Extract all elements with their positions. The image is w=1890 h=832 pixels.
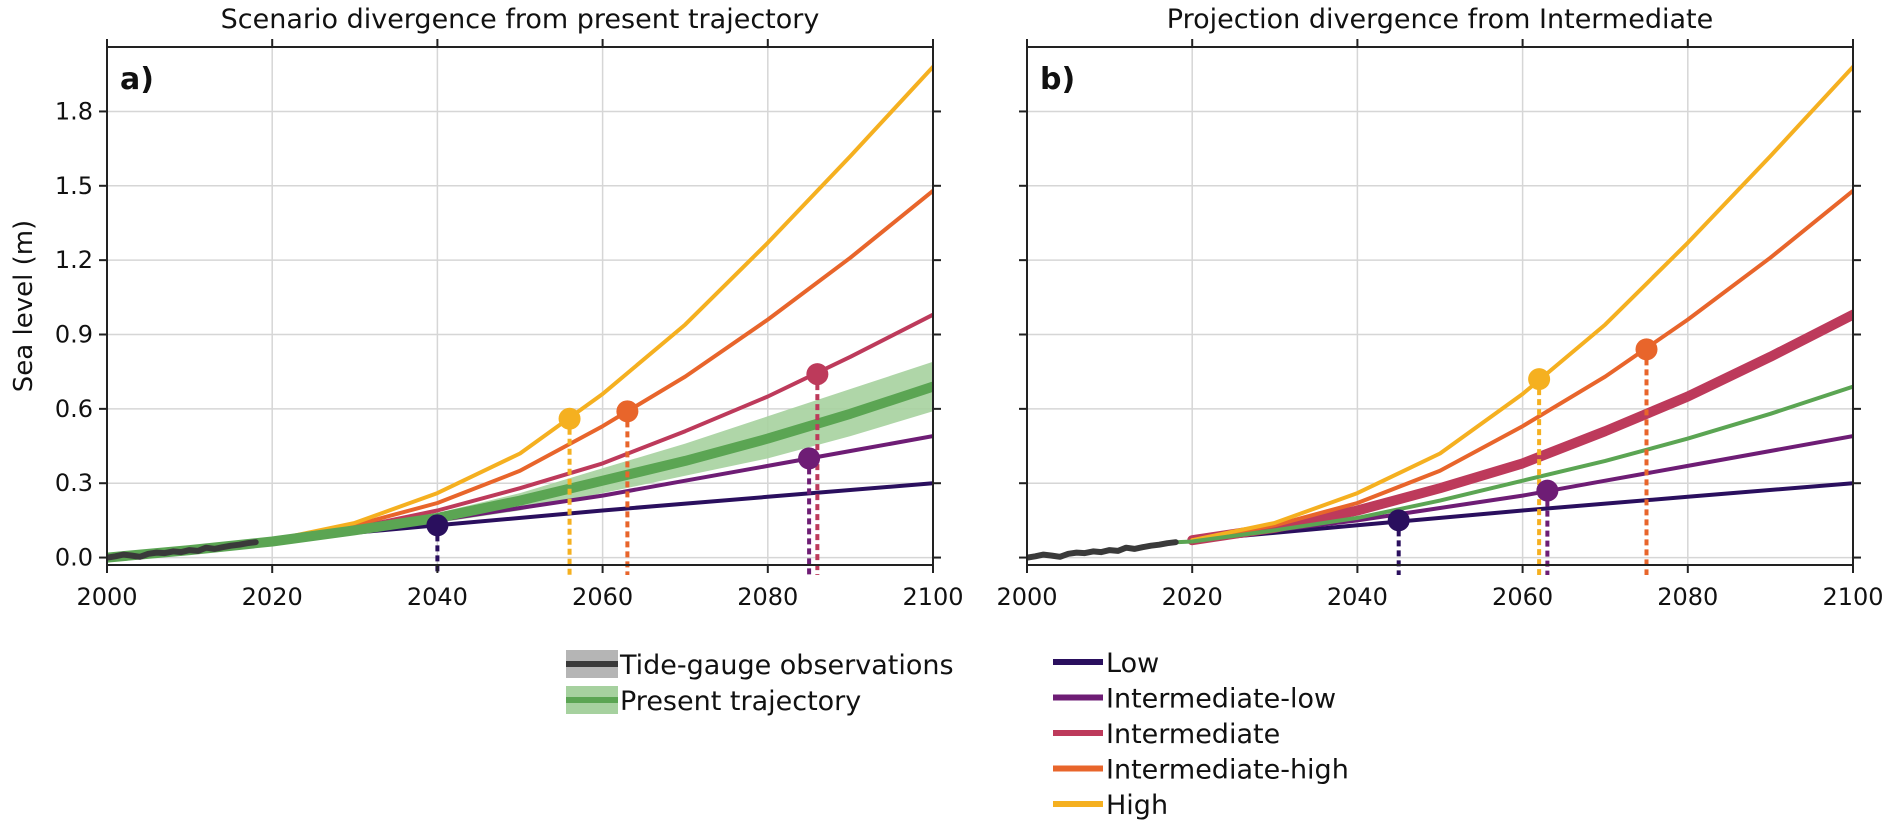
legend-label: Tide-gauge observations xyxy=(619,650,954,681)
chart-title: Scenario divergence from present traject… xyxy=(221,4,820,35)
panel-2: 2000 2020 2040 2060 2080 2100 Projection diver… xyxy=(996,4,1883,611)
plot-area xyxy=(1027,64,1853,561)
legend-label: Intermediate-low xyxy=(1106,684,1336,715)
legend: Tide-gauge observations Present trajector… xyxy=(566,648,1349,821)
x-tick-label: 2040 xyxy=(407,583,468,611)
legend-label: Intermediate xyxy=(1106,719,1280,750)
legend-label: Present trajectory xyxy=(620,686,861,717)
x-tick-label: 2000 xyxy=(76,583,137,611)
legend-item-low: Low xyxy=(1053,648,1159,679)
legend-label: Intermediate-high xyxy=(1106,755,1349,786)
series-line-intermediate-high xyxy=(270,188,933,543)
x-tick-label: 2020 xyxy=(1162,583,1223,611)
divergence-point-high xyxy=(558,407,581,430)
plot-area xyxy=(107,64,933,563)
legend-item-high: High xyxy=(1053,790,1168,821)
y-tick-label: 0.6 xyxy=(55,395,93,423)
legend-item-intermediate: Intermediate xyxy=(1053,719,1280,750)
axes-frame xyxy=(106,46,934,566)
legend-label: Low xyxy=(1106,648,1159,679)
series-line-intermediate xyxy=(1187,309,1853,546)
divergence-point-low xyxy=(426,514,449,537)
series-line-high xyxy=(270,64,933,543)
legend-item-present-trajectory: Present trajectory xyxy=(566,686,861,717)
y-tick-label: 1.2 xyxy=(55,246,93,274)
x-tick-label: 2040 xyxy=(1327,583,1388,611)
x-tick-label: 2060 xyxy=(572,583,633,611)
panel-label: b) xyxy=(1040,62,1075,97)
series-line-high xyxy=(1190,64,1853,543)
chart-title: Projection divergence from Intermediate xyxy=(1167,4,1713,35)
divergence-point-intermediate-high xyxy=(616,400,639,423)
x-tick-label: 2080 xyxy=(737,583,798,611)
panel-1: 2000 2020 2040 2060 2080 2100 0.0 0.3 0.6 0.9 1.2 1… xyxy=(9,4,964,611)
divergence-point-intermediate-low xyxy=(1536,479,1559,502)
present-trajectory-line xyxy=(1173,384,1853,545)
y-tick-label: 1.5 xyxy=(55,172,93,200)
legend-item-tide-gauge-observations: Tide-gauge observations xyxy=(566,650,954,681)
y-tick-label: 0.0 xyxy=(55,544,93,572)
tide-gauge-observations-line xyxy=(107,539,259,561)
divergence-point-intermediate xyxy=(806,363,829,386)
tide-gauge-observations-line xyxy=(1027,539,1179,561)
x-tick-label: 2060 xyxy=(1492,583,1553,611)
series-line-intermediate-high xyxy=(1190,188,1853,543)
y-tick-label: 1.8 xyxy=(55,97,93,125)
x-tick-label: 2100 xyxy=(1822,583,1883,611)
divergence-point-low xyxy=(1387,509,1410,532)
x-tick-label: 2080 xyxy=(1657,583,1718,611)
y-tick-label: 0.9 xyxy=(55,321,93,349)
x-tick-label: 2100 xyxy=(902,583,963,611)
divergence-point-high xyxy=(1528,368,1551,391)
panel-label: a) xyxy=(120,62,154,97)
x-tick-label: 2000 xyxy=(996,583,1057,611)
divergence-point-intermediate-high xyxy=(1635,338,1658,361)
y-axis-label: Sea level (m) xyxy=(9,220,39,392)
legend-item-intermediate-low: Intermediate-low xyxy=(1053,684,1336,715)
axes-frame xyxy=(1026,46,1854,566)
x-tick-label: 2020 xyxy=(242,583,303,611)
legend-label: High xyxy=(1106,790,1168,821)
series-line-low xyxy=(1190,481,1853,543)
y-tick-label: 0.3 xyxy=(55,469,93,497)
legend-item-intermediate-high: Intermediate-high xyxy=(1053,755,1349,786)
divergence-point-intermediate-low xyxy=(798,447,821,470)
